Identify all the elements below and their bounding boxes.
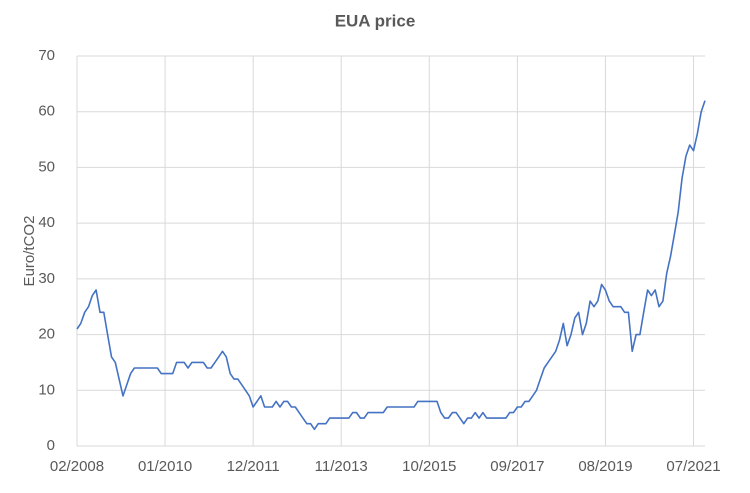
x-tick-label: 07/2021	[666, 458, 720, 475]
y-tick-label: 30	[38, 270, 55, 287]
data-line	[76, 100, 706, 431]
y-tick-label: 60	[38, 103, 55, 120]
x-tick-label: 11/2013	[315, 458, 368, 475]
y-tick-label: 40	[38, 214, 55, 231]
x-tick-label: 01/2010	[138, 458, 192, 475]
y-tick-label: 0	[47, 437, 55, 454]
x-tick-label: 02/2008	[50, 458, 104, 475]
y-axis-label: Euro/tCO2	[21, 216, 38, 287]
x-tick-label: 12/2011	[227, 458, 280, 475]
x-tick-label: 08/2019	[578, 458, 632, 475]
y-tick-label: 20	[38, 326, 55, 343]
x-tick-label: 09/2017	[490, 458, 544, 475]
chart-title: EUA price	[335, 11, 416, 30]
y-tick-label: 50	[38, 158, 55, 175]
y-tick-label: 70	[38, 47, 55, 64]
x-tick-label: 10/2015	[402, 458, 456, 475]
y-tick-label: 10	[38, 381, 55, 398]
